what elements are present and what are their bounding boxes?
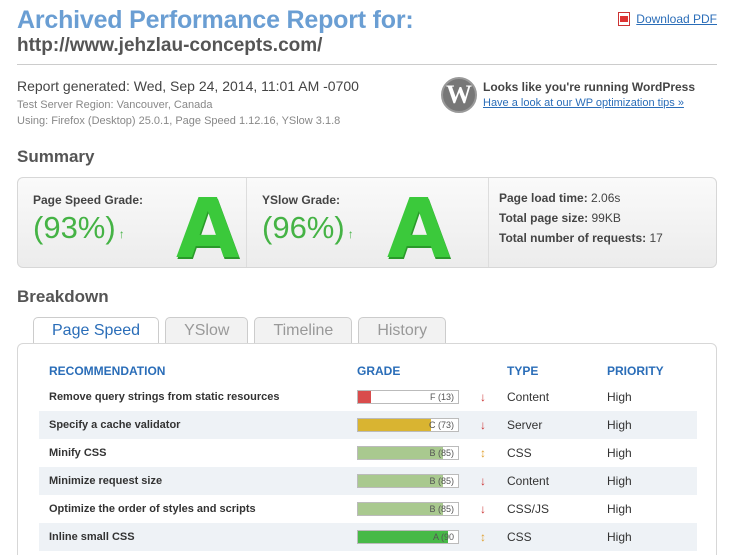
column-header-recommendation[interactable]: RECOMMENDATION: [49, 364, 166, 378]
priority-value: High: [607, 474, 632, 488]
summary-heading: Summary: [17, 147, 95, 166]
trend-up-icon: ↑: [347, 227, 354, 241]
report-url: http://www.jehzlau-concepts.com/: [17, 35, 323, 56]
tab-timeline[interactable]: Timeline: [254, 317, 353, 343]
trend-icon: ↕: [480, 446, 486, 460]
trend-icon: ↕: [480, 530, 486, 544]
grade-bar: A (90: [357, 530, 459, 544]
report-title: Archived Performance Report for:: [17, 6, 414, 34]
column-header-priority[interactable]: PRIORITY: [607, 364, 664, 378]
yslow-grade-label: YSlow Grade:: [262, 193, 341, 207]
breakdown-heading: Breakdown: [17, 287, 109, 306]
pagespeed-grade-block: Page Speed Grade: (93%) ↑ A: [18, 178, 246, 277]
type-value: CSS: [507, 446, 532, 460]
table-row[interactable]: Remove query strings from static resourc…: [39, 383, 697, 411]
report-generated: Report generated: Wed, Sep 24, 2014, 11:…: [17, 78, 359, 94]
grade-bar: C (73): [357, 418, 459, 432]
tab-yslow[interactable]: YSlow: [165, 317, 249, 343]
grade-bar: F (13): [357, 390, 459, 404]
table-row[interactable]: Inline small CSS A (90 ↕ CSS High: [39, 523, 697, 551]
pagespeed-grade-label: Page Speed Grade:: [33, 193, 144, 207]
pdf-icon: [618, 12, 631, 26]
grade-bar-fill: [358, 475, 443, 487]
download-pdf-link[interactable]: Download PDF: [618, 12, 717, 26]
wp-optimization-tips-link[interactable]: Have a look at our WP optimization tips …: [483, 97, 684, 109]
column-header-grade[interactable]: GRADE: [357, 364, 401, 378]
recommendation-text[interactable]: Minimize request size: [49, 475, 163, 487]
grade-value: B (85): [429, 504, 454, 514]
priority-value: High: [607, 446, 632, 460]
priority-value: High: [607, 418, 632, 432]
grade-bar-fill: [358, 391, 371, 403]
table-row[interactable]: Minify CSS B (85) ↕ CSS High: [39, 439, 697, 467]
priority-value: High: [607, 390, 632, 404]
trend-up-icon: ↑: [118, 227, 125, 241]
download-pdf-label[interactable]: Download PDF: [636, 12, 717, 26]
pagespeed-grade-percent: (93%) ↑: [33, 210, 125, 245]
tab-page-speed[interactable]: Page Speed: [33, 317, 160, 344]
trend-icon: ↓: [480, 418, 486, 432]
yslow-grade-block: YSlow Grade: (96%) ↑ A: [246, 178, 488, 277]
summary-panel: Page Speed Grade: (93%) ↑ A YSlow Grade: …: [17, 177, 717, 277]
total-requests: Total number of requests: 17: [499, 231, 663, 245]
recommendation-text[interactable]: Inline small CSS: [49, 531, 135, 543]
priority-value: High: [607, 502, 632, 516]
page-load-time: Page load time: 2.06s: [499, 191, 621, 205]
yslow-grade-letter: A: [387, 182, 451, 277]
grade-bar-fill: [358, 419, 431, 431]
trend-icon: ↓: [480, 474, 486, 488]
recommendation-text[interactable]: Minify CSS: [49, 447, 107, 459]
breakdown-tabs: Page Speed YSlow Timeline History: [33, 317, 447, 344]
header-divider: [17, 64, 717, 65]
pagespeed-grade-letter: A: [176, 182, 240, 277]
grade-bar-fill: [358, 447, 443, 459]
table-row[interactable]: Specify a cache validator C (73) ↓ Server Hi…: [39, 411, 697, 439]
type-value: CSS: [507, 530, 532, 544]
recommendations-panel: RECOMMENDATION GRADE TYPE PRIORITY Remov…: [17, 343, 717, 555]
grade-bar-fill: [358, 503, 443, 515]
grade-bar: B (85): [357, 474, 459, 488]
grade-bar: B (85): [357, 446, 459, 460]
priority-value: High: [607, 530, 632, 544]
grade-bar-fill: [358, 531, 448, 543]
type-value: Content: [507, 474, 550, 488]
trend-icon: ↓: [480, 390, 486, 404]
grade-value: F (13): [429, 392, 454, 402]
test-server-region: Test Server Region: Vancouver, Canada: [17, 99, 213, 111]
yslow-grade-percent: (96%) ↑: [262, 210, 354, 245]
table-row[interactable]: Minimize request size B (85) ↓ Content High: [39, 467, 697, 495]
column-header-type[interactable]: TYPE: [507, 364, 539, 378]
grade-value: B (85): [429, 476, 454, 486]
grade-value: B (85): [429, 448, 454, 458]
test-using: Using: Firefox (Desktop) 25.0.1, Page Sp…: [17, 115, 341, 127]
type-value: CSS/JS: [507, 502, 550, 516]
type-value: Content: [507, 390, 550, 404]
page-stats: Page load time: 2.06s Total page size: 9…: [488, 178, 663, 267]
recommendation-text[interactable]: Specify a cache validator: [49, 419, 181, 431]
tab-history[interactable]: History: [358, 317, 447, 343]
recommendation-text[interactable]: Optimize the order of styles and scripts: [49, 503, 256, 515]
wordpress-notice: W Looks like you're running WordPress Ha…: [441, 77, 695, 113]
total-page-size: Total page size: 99KB: [499, 211, 621, 225]
wordpress-logo-icon: W: [441, 77, 477, 113]
grade-value: C (73): [428, 420, 454, 430]
type-value: Server: [507, 418, 543, 432]
recommendation-text[interactable]: Remove query strings from static resourc…: [49, 391, 280, 403]
wordpress-headline: Looks like you're running WordPress: [483, 80, 696, 94]
trend-icon: ↓: [480, 502, 486, 516]
grade-bar: B (85): [357, 502, 459, 516]
grade-value: A (90: [432, 532, 454, 542]
table-row[interactable]: Optimize the order of styles and scripts…: [39, 495, 697, 523]
